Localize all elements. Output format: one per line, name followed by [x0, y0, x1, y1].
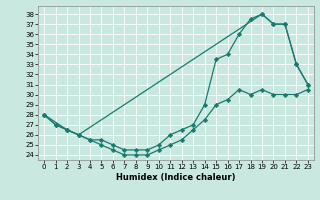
- X-axis label: Humidex (Indice chaleur): Humidex (Indice chaleur): [116, 173, 236, 182]
